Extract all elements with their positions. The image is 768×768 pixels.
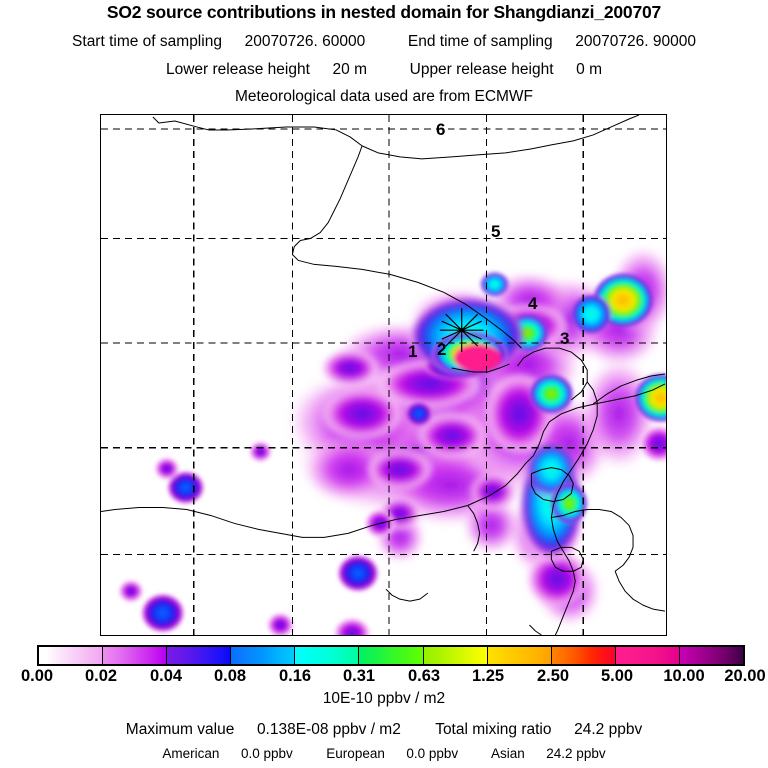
lower-release-value: 20 m — [332, 61, 367, 78]
maximum-value-label: Maximum value — [125, 721, 235, 738]
colorbar-tick-7: 1.25 — [471, 667, 505, 685]
end-time-label: End time of sampling — [407, 33, 553, 50]
map-label-2: 2 — [437, 340, 447, 359]
map-label-1: 1 — [408, 342, 418, 361]
lower-release-label: Lower release height — [166, 61, 310, 78]
page-title: SO2 source contributions in nested domai… — [106, 2, 662, 22]
map-label-5: 5 — [491, 222, 501, 241]
colorbar-segment-8 — [487, 647, 552, 664]
colorbar-segment-1 — [39, 647, 104, 664]
end-time-value: 20070726. 90000 — [575, 33, 696, 50]
map-label-3: 3 — [560, 329, 570, 348]
colorbar-tick-9: 5.00 — [600, 667, 634, 685]
colorbar-tick-4: 0.16 — [278, 667, 312, 685]
colorbar-segment-5 — [295, 647, 360, 664]
colorbar-segment-7 — [423, 647, 488, 664]
colorbar-segment-6 — [359, 647, 424, 664]
map-label-4: 4 — [528, 294, 538, 313]
regional-contributions-line: American 0.0 ppbv European 0.0 ppbv Asia… — [0, 746, 768, 761]
colorbar-tick-0: 0.00 — [20, 667, 54, 685]
total-mixing-ratio-value: 24.2 ppbv — [574, 721, 643, 738]
colorbar-tick-3: 0.08 — [213, 667, 247, 685]
receptor-star-icon — [439, 308, 484, 353]
release-height-line: Lower release height 20 m Upper release … — [0, 61, 768, 79]
colorbar-segment-9 — [551, 647, 616, 664]
colorbar-segment-10 — [615, 647, 680, 664]
colorbar-segment-11 — [679, 647, 744, 664]
european-value: 0.0 ppbv — [406, 746, 459, 761]
start-time-label: Start time of sampling — [72, 33, 222, 50]
colorbar-tick-2: 0.04 — [149, 667, 183, 685]
colorbar-segment-3 — [167, 647, 232, 664]
asian-value: 24.2 ppbv — [546, 746, 606, 761]
upper-release-label: Upper release height — [409, 61, 554, 78]
total-mixing-ratio-label: Total mixing ratio — [435, 721, 552, 738]
european-label: European — [326, 746, 385, 761]
colorbar-tick-1: 0.02 — [84, 667, 118, 685]
colorbar-segment-2 — [103, 647, 168, 664]
map-number-labels: 1 2 3 4 5 6 — [101, 115, 666, 635]
colorbar-tick-10: 10.00 — [663, 667, 705, 685]
map-label-6: 6 — [436, 120, 446, 139]
asian-label: Asian — [490, 746, 525, 761]
upper-release-value: 0 m — [576, 61, 602, 78]
sampling-time-line: Start time of sampling 20070726. 60000 E… — [0, 33, 768, 51]
colorbar-segment-4 — [231, 647, 296, 664]
american-label: American — [162, 746, 220, 761]
american-value: 0.0 ppbv — [240, 746, 293, 761]
concentration-field — [101, 115, 666, 635]
coastline-paths — [101, 115, 666, 635]
colorbar-tick-labels: 0.00 0.02 0.04 0.08 0.16 0.31 0.63 1.25 … — [0, 667, 768, 689]
map-plot-area: 1 2 3 4 5 6 — [100, 114, 667, 636]
colorbar-tick-6: 0.63 — [407, 667, 441, 685]
colorbar-tick-11: 20.00 — [724, 667, 766, 685]
colorbar[interactable] — [37, 645, 745, 666]
maximum-value: 0.138E-08 ppbv / m2 — [256, 721, 401, 738]
colorbar-unit-label: 10E-10 ppbv / m2 — [322, 690, 446, 707]
met-data-line: Meteorological data used are from ECMWF — [234, 88, 534, 105]
colorbar-tick-5: 0.31 — [342, 667, 376, 685]
summary-line: Maximum value 0.138E-08 ppbv / m2 Total … — [0, 721, 768, 739]
colorbar-tick-8: 2.50 — [536, 667, 570, 685]
start-time-value: 20070726. 60000 — [244, 33, 366, 50]
